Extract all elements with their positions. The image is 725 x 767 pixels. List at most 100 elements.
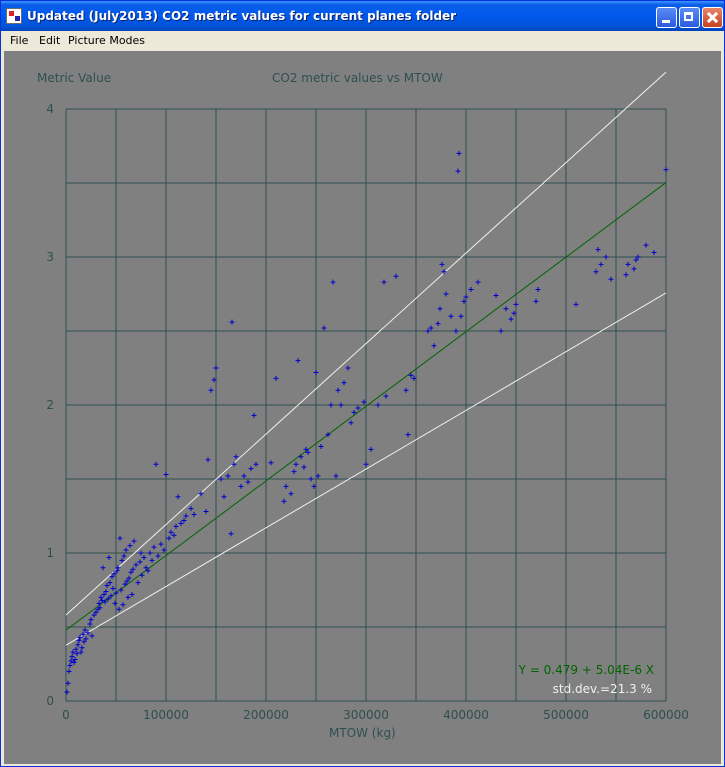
data-point — [97, 605, 103, 611]
scatter-chart[interactable]: Metric Value CO2 metric values vs MTOW M… — [4, 51, 721, 764]
data-point — [158, 541, 164, 547]
data-point — [65, 680, 71, 686]
data-point — [458, 313, 464, 319]
data-point — [241, 473, 247, 479]
close-button[interactable] — [702, 7, 723, 28]
data-point — [139, 572, 145, 578]
data-point — [291, 469, 297, 475]
data-point — [81, 639, 87, 645]
data-point — [456, 150, 462, 156]
data-point — [503, 306, 509, 312]
data-point — [100, 565, 106, 571]
data-point — [151, 544, 157, 550]
data-point — [623, 272, 629, 278]
data-point — [633, 257, 639, 263]
data-point — [411, 375, 417, 381]
data-point — [308, 476, 314, 482]
data-point — [69, 654, 75, 660]
data-point — [233, 454, 239, 460]
menu-bar: File Edit Picture Modes — [4, 31, 721, 50]
data-point — [268, 460, 274, 466]
data-point — [83, 636, 89, 642]
menu-edit[interactable]: Edit — [39, 34, 61, 47]
data-point — [448, 313, 454, 319]
data-point — [135, 580, 141, 586]
data-point — [74, 651, 80, 657]
data-point — [205, 457, 211, 463]
data-point — [439, 261, 445, 267]
y-tick-label: 2 — [46, 398, 54, 412]
data-point — [149, 557, 155, 563]
data-point — [145, 568, 151, 574]
data-point — [318, 443, 324, 449]
data-point — [70, 649, 76, 655]
data-point — [77, 634, 83, 640]
data-point — [608, 276, 614, 282]
data-point — [603, 254, 609, 260]
data-point — [351, 409, 357, 415]
data-point — [73, 646, 79, 652]
data-point — [147, 550, 153, 556]
data-point — [435, 321, 441, 327]
data-point — [498, 328, 504, 334]
chart-panel: Metric Value CO2 metric values vs MTOW M… — [4, 51, 721, 764]
data-point — [425, 328, 431, 334]
data-point — [535, 287, 541, 293]
title-bar[interactable]: Updated (July2013) CO2 metric values for… — [1, 1, 724, 31]
data-point — [333, 473, 339, 479]
data-point — [273, 375, 279, 381]
data-point — [89, 633, 95, 639]
data-point — [221, 494, 227, 500]
data-point — [311, 483, 317, 489]
data-point — [111, 571, 117, 577]
data-point — [166, 535, 172, 541]
x-tick-label: 100000 — [143, 708, 189, 722]
fit-lines — [65, 71, 667, 646]
data-point — [67, 662, 73, 668]
x-tick-label: 400000 — [443, 708, 489, 722]
data-point — [361, 399, 367, 405]
app-icon[interactable] — [6, 8, 22, 24]
data-point — [121, 553, 127, 559]
regression-label: Y = 0.479 + 5.04E-6 X — [518, 663, 654, 677]
data-point — [408, 372, 414, 378]
data-point — [99, 597, 105, 603]
data-point — [198, 491, 204, 497]
data-point — [453, 328, 459, 334]
chart-title: CO2 metric values vs MTOW — [272, 71, 443, 85]
regression-line — [65, 182, 667, 631]
data-point — [72, 657, 78, 663]
data-point — [109, 574, 115, 580]
data-point — [102, 599, 108, 605]
menu-picture-modes[interactable]: Picture Modes — [68, 34, 146, 47]
data-point — [78, 649, 84, 655]
data-point — [315, 473, 321, 479]
window-title: Updated (July2013) CO2 metric values for… — [27, 9, 457, 23]
data-point — [125, 594, 131, 600]
lower-bound-line — [65, 292, 667, 646]
data-point — [348, 420, 354, 426]
data-point — [119, 557, 125, 563]
data-point — [345, 365, 351, 371]
data-point — [248, 466, 254, 472]
plot-background — [4, 51, 721, 764]
data-point — [238, 483, 244, 489]
minimize-button[interactable] — [656, 7, 677, 28]
data-point — [64, 689, 70, 695]
maximize-button[interactable] — [679, 7, 700, 28]
data-point — [643, 242, 649, 248]
x-tick-label: 500000 — [543, 708, 589, 722]
data-point — [288, 491, 294, 497]
data-point — [330, 279, 336, 285]
maximize-icon — [684, 12, 693, 21]
menu-file[interactable]: File — [10, 34, 29, 47]
data-point — [341, 380, 347, 386]
data-point — [141, 554, 147, 560]
data-point — [123, 547, 129, 553]
data-point — [437, 306, 443, 312]
data-point — [181, 517, 187, 523]
data-point — [298, 454, 304, 460]
data-point — [103, 588, 109, 594]
data-point — [104, 583, 110, 589]
